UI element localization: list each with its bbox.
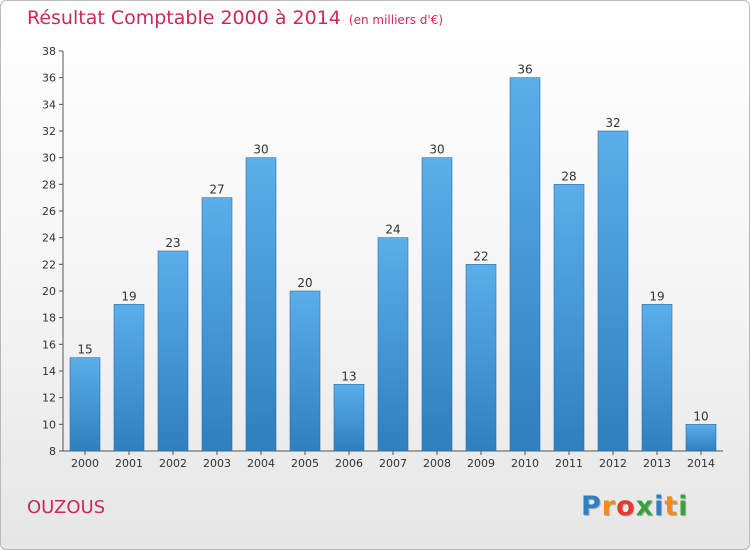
proxiti-logo: Proxiti — [581, 491, 689, 522]
data-label-2006: 13 — [341, 369, 356, 383]
bars — [69, 77, 717, 452]
y-tick-label: 18 — [42, 312, 56, 325]
data-label-2002: 23 — [165, 236, 180, 250]
y-tick-label: 26 — [42, 205, 56, 218]
y-tick-label: 16 — [42, 338, 56, 351]
title-text: Résultat Comptable 2000 à 2014 — [27, 7, 341, 29]
x-tick-label: 2006 — [335, 457, 363, 470]
commune-name: OUZOUS — [27, 497, 106, 518]
y-tick-label: 30 — [42, 152, 56, 165]
y-tick-label: 36 — [42, 72, 56, 85]
logo-letter: r — [601, 491, 617, 522]
bar-2001 — [113, 304, 145, 452]
bar-2008 — [421, 157, 453, 452]
bar-2007 — [377, 237, 409, 452]
data-label-2007: 24 — [385, 223, 400, 237]
x-tick-label: 2011 — [555, 457, 583, 470]
bar-2006 — [333, 384, 365, 452]
x-tick-label: 2014 — [687, 457, 715, 470]
chart-subtitle: (en milliers d'€) — [348, 13, 444, 27]
x-tick-label: 2000 — [71, 457, 99, 470]
y-tick-label: 28 — [42, 178, 56, 191]
y-axis: 8 10 12 14 16 18 20 22 24 26 28 30 32 34 36 38 — [42, 45, 64, 458]
bar-2005 — [289, 290, 321, 452]
x-tick-label: 2009 — [467, 457, 495, 470]
data-label-2013: 19 — [649, 289, 664, 303]
data-label-2004: 30 — [253, 143, 268, 157]
bar-2010 — [509, 77, 541, 452]
x-tick-label: 2010 — [511, 457, 539, 470]
logo-letter: t — [664, 491, 679, 522]
x-tick-label: 2005 — [291, 457, 319, 470]
x-tick-label: 2007 — [379, 457, 407, 470]
bar-2012 — [597, 130, 629, 452]
y-tick-label: 10 — [42, 418, 56, 431]
data-label-2005: 20 — [297, 276, 312, 290]
y-tick-label: 32 — [42, 125, 56, 138]
data-label-2008: 30 — [429, 143, 444, 157]
data-label-2011: 28 — [561, 169, 576, 183]
bar-2011 — [553, 184, 585, 452]
y-tick-label: 24 — [42, 232, 56, 245]
y-tick-label: 38 — [42, 45, 56, 58]
y-tick-label: 20 — [42, 285, 56, 298]
y-tick-label: 8 — [49, 445, 56, 458]
bar-2009 — [465, 264, 497, 452]
data-label-2012: 32 — [605, 116, 620, 130]
y-tick-label: 34 — [42, 98, 56, 111]
logo-letter: i — [678, 491, 689, 522]
logo-letter: x — [635, 491, 655, 522]
y-tick-label: 12 — [42, 392, 56, 405]
logo-letter: i — [654, 491, 665, 522]
chart-title: Résultat Comptable 2000 à 2014 (en millie… — [27, 7, 443, 29]
x-tick-label: 2004 — [247, 457, 275, 470]
data-label-2010: 36 — [517, 63, 532, 77]
data-label-2009: 22 — [473, 249, 488, 263]
x-axis: 2000 2001 2002 2003 2004 2005 2006 2007 2008 2009… — [63, 450, 723, 470]
bar-2002 — [157, 250, 189, 452]
x-tick-label: 2003 — [203, 457, 231, 470]
logo-letter: P — [581, 491, 602, 522]
bar-2004 — [245, 157, 277, 452]
x-tick-label: 2008 — [423, 457, 451, 470]
x-tick-label: 2001 — [115, 457, 143, 470]
logo-letter: o — [616, 491, 636, 522]
bar-2003 — [201, 197, 233, 452]
data-label-2014: 10 — [693, 409, 708, 423]
x-tick-label: 2002 — [159, 457, 187, 470]
x-tick-label: 2013 — [643, 457, 671, 470]
x-tick-label: 2012 — [599, 457, 627, 470]
data-label-2003: 27 — [209, 183, 224, 197]
y-tick-label: 22 — [42, 258, 56, 271]
y-tick-label: 14 — [42, 365, 56, 378]
bar-2013 — [641, 304, 673, 452]
bar-2014 — [685, 424, 717, 452]
data-labels: 15 19 23 27 30 20 13 24 30 22 36 28 32 19 10 — [77, 63, 708, 424]
bar-2000 — [69, 357, 101, 452]
data-label-2000: 15 — [77, 343, 92, 357]
data-label-2001: 19 — [121, 289, 136, 303]
